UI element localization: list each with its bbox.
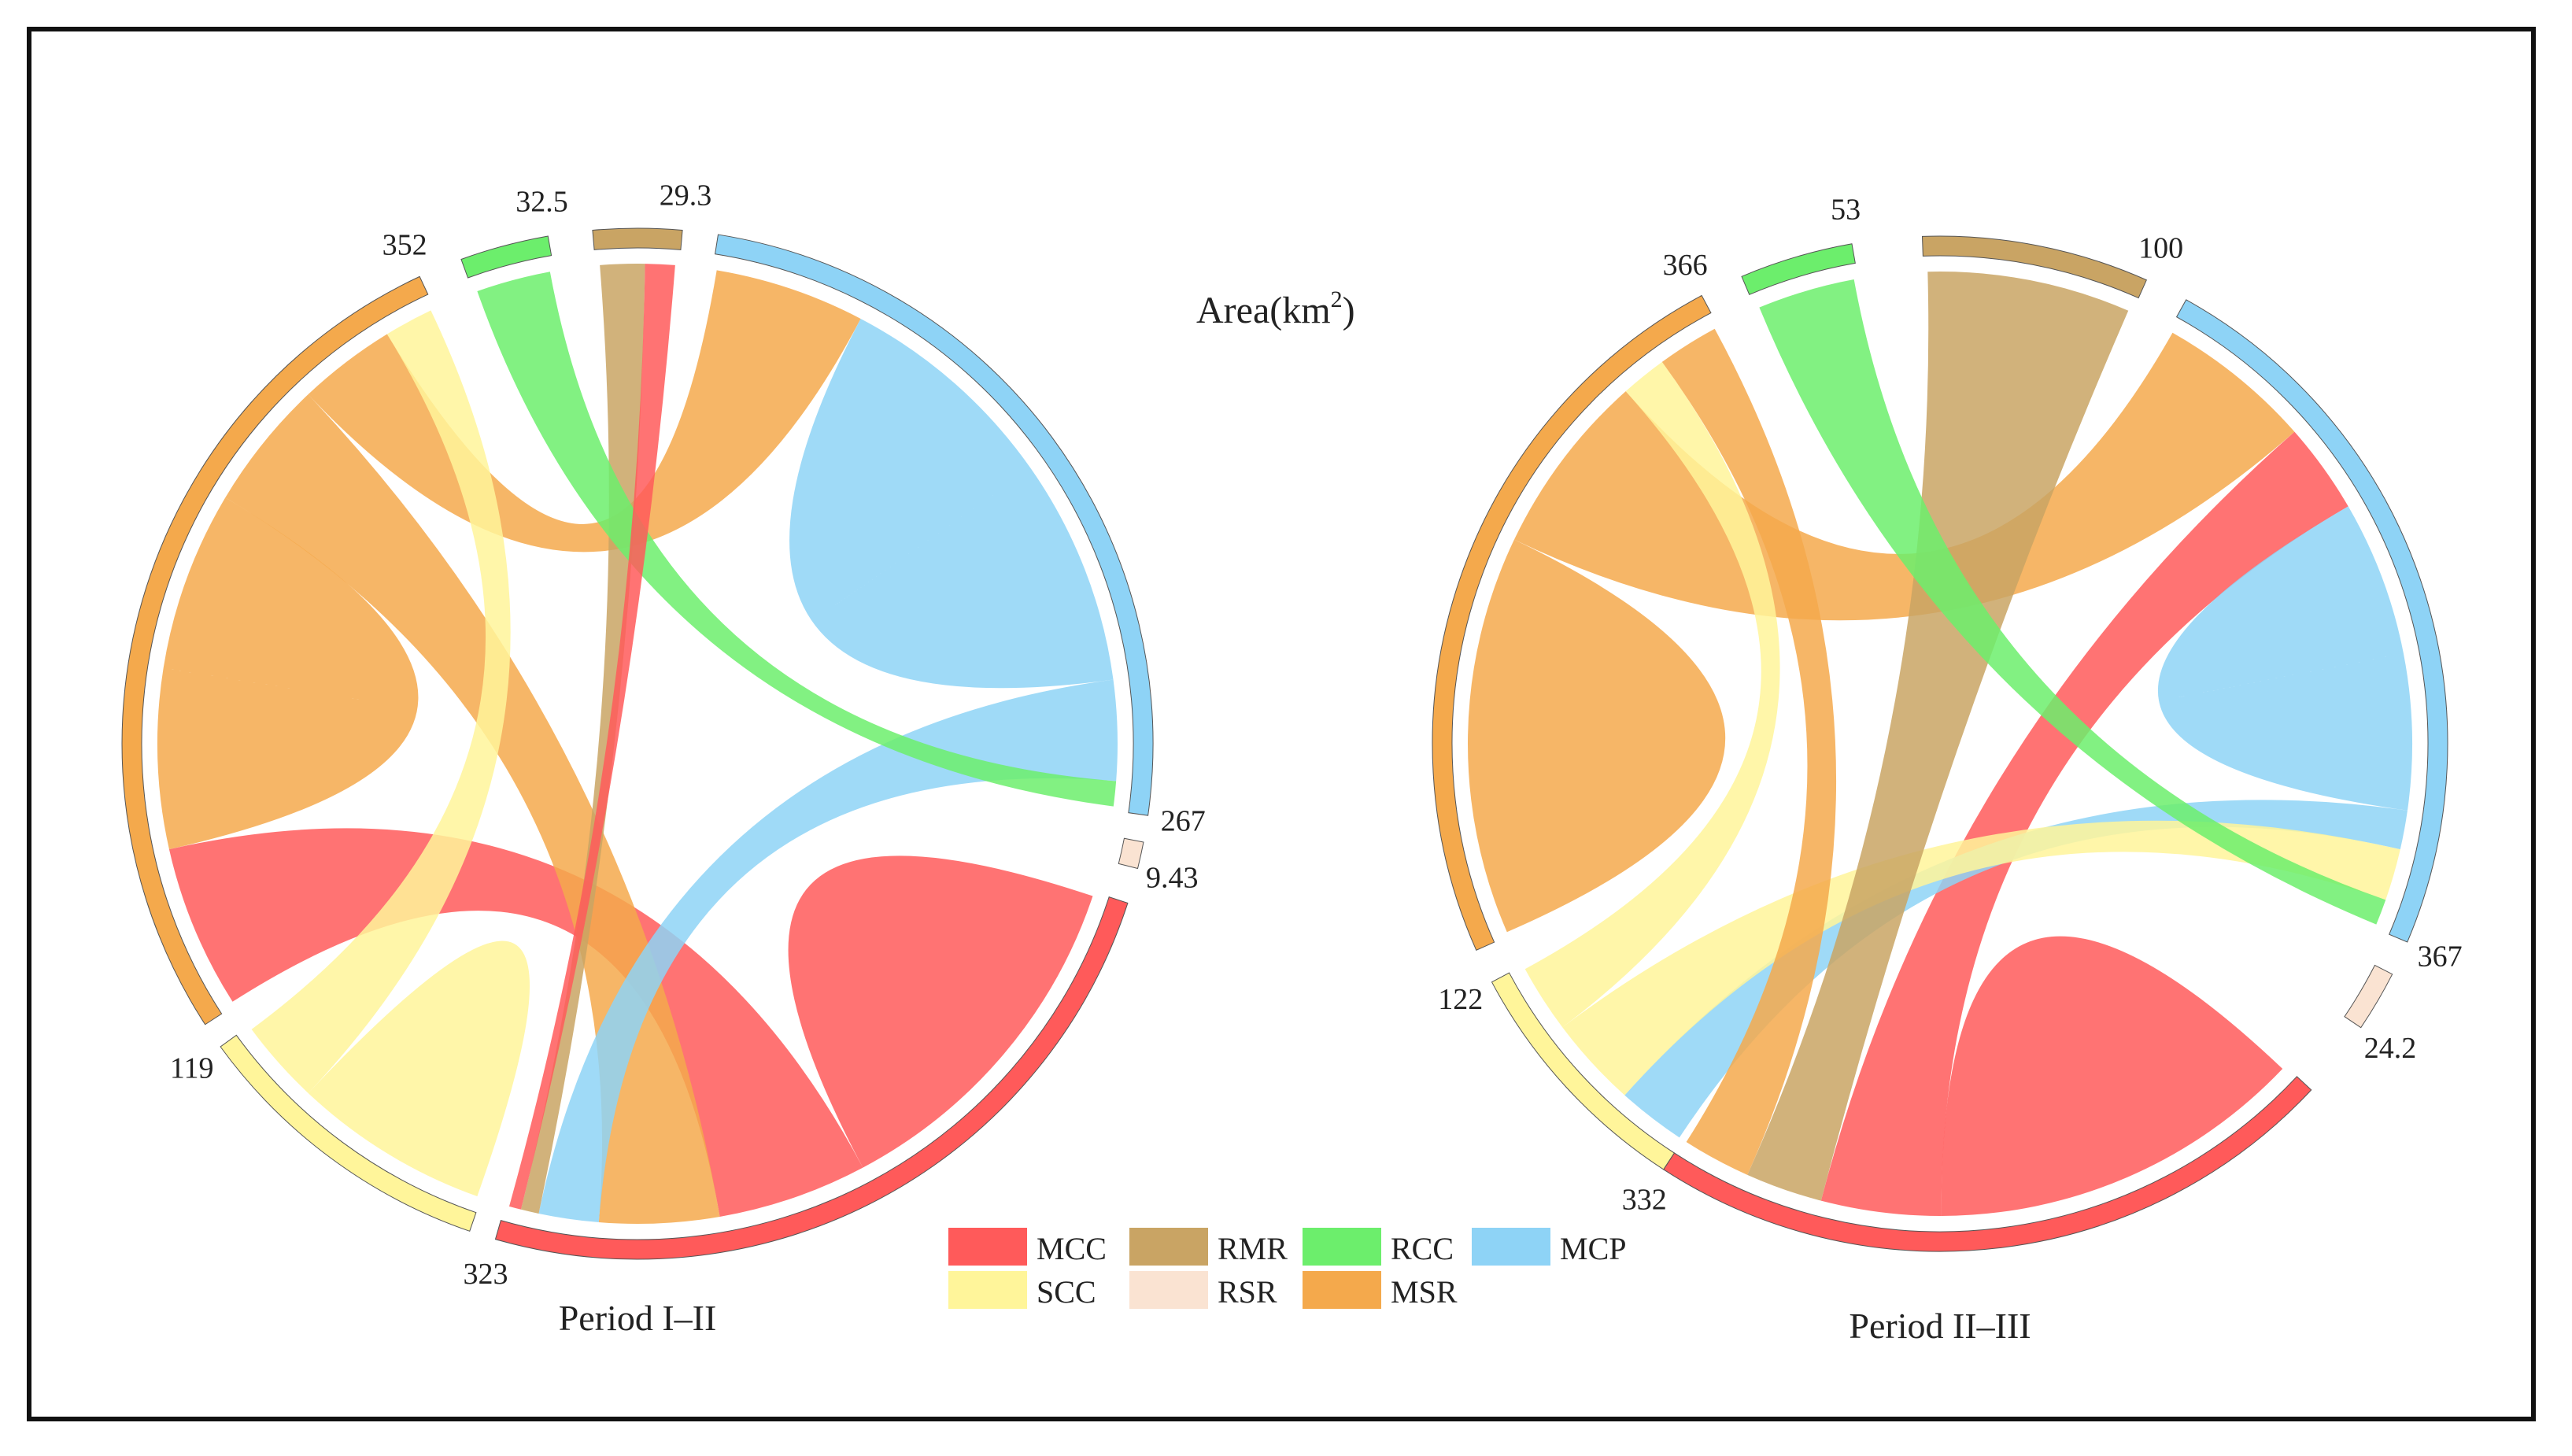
legend-swatch-rmr (1129, 1228, 1208, 1266)
chord-mcc-to-rmr (508, 264, 675, 1210)
segment-label-scc: 119 (170, 1051, 214, 1085)
chord-msr-to-mcp (1513, 332, 2295, 621)
segment-label-msr: 352 (382, 229, 427, 262)
ring-segment-rsr (2344, 964, 2393, 1029)
segment-label-msr: 366 (1663, 249, 1708, 282)
legend-swatch-scc (948, 1271, 1027, 1309)
chord-mcc-to-mcp (1820, 431, 2348, 1216)
ring-segment-rmr (592, 227, 683, 250)
chord-scc-to-msr (251, 310, 511, 1093)
figure-frame (27, 27, 2536, 1421)
ring-segment-rmr (1921, 235, 2148, 299)
chord-mcc-to-mcc (1941, 936, 2283, 1216)
chord-ribbons (1468, 272, 2412, 1216)
chord-ribbons (157, 264, 1118, 1225)
segment-label-mcc: 332 (1622, 1184, 1667, 1217)
ring-segment-rcc (1741, 243, 1856, 295)
segment-label-rmr: 100 (2138, 232, 2183, 265)
chord-scc-to-scc (308, 940, 530, 1197)
ring-segment-rcc (460, 235, 552, 279)
ring-segment-msr (121, 275, 429, 1025)
segment-label-mcp: 267 (1161, 804, 1206, 837)
ring-segment-scc (1491, 972, 1676, 1170)
chord-mcp-to-mcp (2157, 506, 2412, 811)
segment-label-rcc: 32.5 (516, 186, 568, 219)
chord-scc-to-msr (1524, 361, 1780, 1028)
segment-label-rmr: 29.3 (660, 179, 712, 212)
caption-period-1-2: Period I–II (559, 1298, 717, 1338)
ring-segment-scc (220, 1034, 477, 1232)
chord-mcc-to-mcc (788, 855, 1093, 1168)
legend-label-scc: SCC (1037, 1274, 1096, 1310)
chord-diagram-period-1-2: 267 9.43 323 119 352 32.5 29.3 (121, 179, 1206, 1291)
legend-label-mcc: MCC (1037, 1231, 1107, 1266)
legend-label-rcc: RCC (1391, 1231, 1454, 1266)
ring-segment-mcc (494, 896, 1129, 1260)
chord-diagram-period-2-3: 367 24.2 332 122 366 53 100 (1432, 193, 2463, 1252)
legend-swatch-mcp (1472, 1228, 1550, 1266)
segment-label-rcc: 53 (1831, 193, 1861, 226)
legend-swatch-rcc (1303, 1228, 1381, 1266)
legend: MCC RMR RCC MCP SCC RSR MSR (948, 1228, 1627, 1310)
legend-label-mcp: MCP (1560, 1231, 1627, 1266)
unit-label: Area(km2) (1196, 286, 1355, 331)
segment-label-scc: 122 (1438, 983, 1483, 1016)
legend-swatch-mcc (948, 1228, 1027, 1266)
chord-mcp-to-mcc (538, 679, 1118, 1223)
chord-rcc-to-mcp (1759, 279, 2386, 925)
segment-label-mcc: 323 (464, 1258, 508, 1291)
legend-label-rsr: RSR (1218, 1274, 1277, 1310)
caption-period-2-3: Period II–III (1849, 1306, 2031, 1346)
unit-label-close: ) (1343, 290, 1355, 331)
segment-label-rsr: 24.2 (2364, 1032, 2417, 1065)
ring-segment-rsr (1118, 837, 1144, 870)
chord-mcc-to-msr (168, 828, 863, 1217)
ring-segment-mcp (714, 234, 1154, 816)
chord-scc-to-mcp (1562, 820, 2400, 1096)
chord-msr-to-msr (1468, 539, 1726, 933)
legend-swatch-msr (1303, 1271, 1381, 1309)
legend-swatch-rsr (1129, 1271, 1208, 1309)
chord-rcc-to-mcp (477, 272, 1117, 807)
legend-label-msr: MSR (1391, 1274, 1458, 1310)
ring-segment-mcp (2175, 299, 2448, 943)
chord-mcp-to-mcp (789, 318, 1114, 689)
legend-label-rmr: RMR (1218, 1231, 1288, 1266)
chord-msr-to-mcp (308, 270, 861, 552)
ring-segment-msr (1432, 294, 1712, 952)
chord-msr-to-mcc (225, 394, 720, 1225)
unit-label-sup: 2 (1331, 286, 1343, 312)
chord-msr-to-msr (157, 497, 419, 850)
segment-label-mcp: 367 (2418, 940, 2463, 974)
segment-label-rsr: 9.43 (1146, 861, 1199, 894)
chord-rmr-to-mcc (1747, 272, 2129, 1201)
chord-msr-to-mcc (1661, 328, 1837, 1175)
unit-label-base: Area(km (1196, 290, 1331, 331)
